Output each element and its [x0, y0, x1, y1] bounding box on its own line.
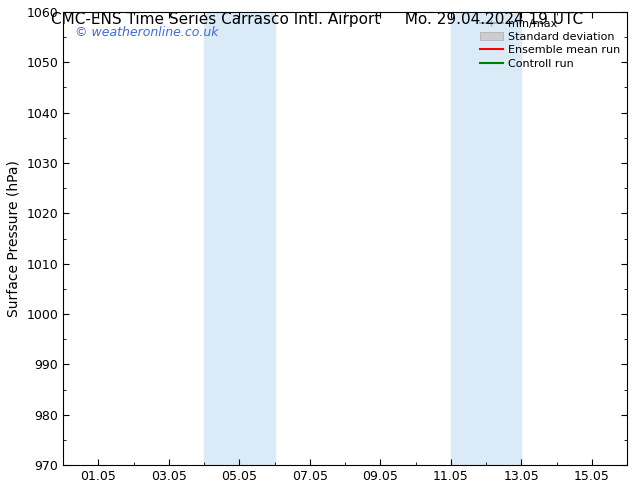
Bar — [204, 12, 275, 465]
Text: CMC-ENS Time Series Carrasco Intl. Airport     Mo. 29.04.2024 19 UTC: CMC-ENS Time Series Carrasco Intl. Airpo… — [51, 12, 583, 27]
Legend: min/max, Standard deviation, Ensemble mean run, Controll run: min/max, Standard deviation, Ensemble me… — [477, 15, 624, 72]
Y-axis label: Surface Pressure (hPa): Surface Pressure (hPa) — [7, 160, 21, 317]
Bar — [451, 12, 521, 465]
Text: © weatheronline.co.uk: © weatheronline.co.uk — [75, 25, 218, 39]
